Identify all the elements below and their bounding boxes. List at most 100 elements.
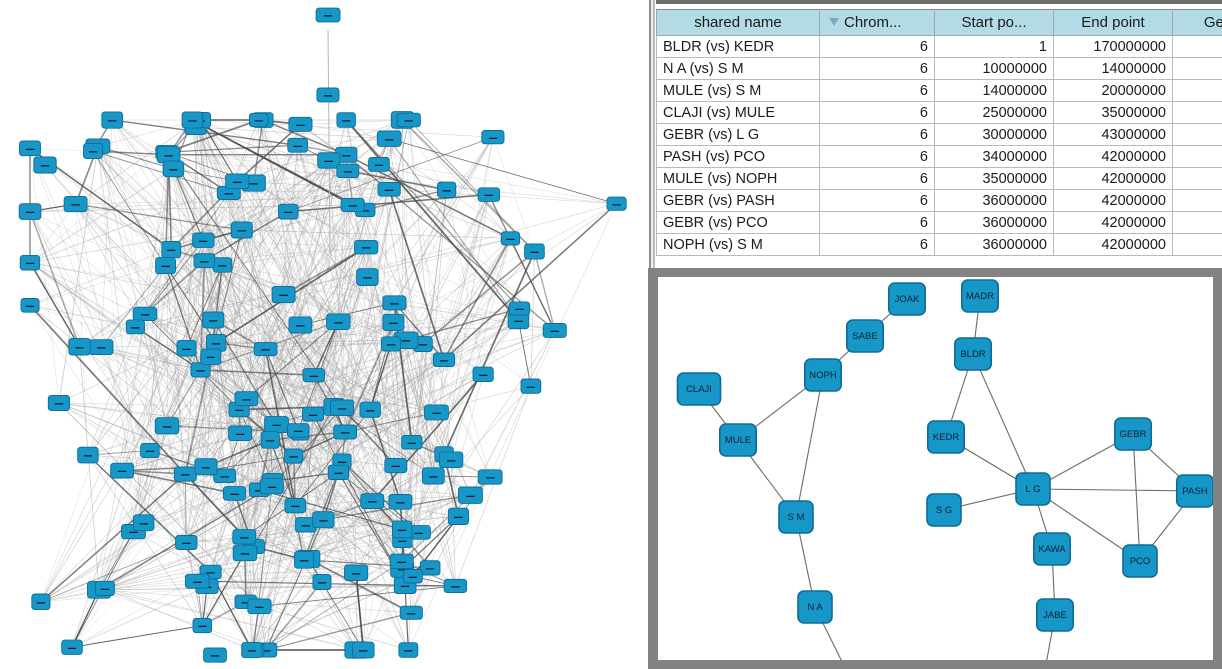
main-network-node[interactable] [398,642,419,658]
node-shape[interactable] [797,590,833,624]
table-cell-chromosome[interactable]: 6 [819,167,935,190]
table-cell-shared_name[interactable]: NOPH (vs) S M [656,233,820,256]
main-network-node[interactable] [193,253,216,269]
node-shape[interactable] [960,279,999,313]
main-network-node[interactable] [287,137,308,153]
column-header-genetic[interactable]: Genetic... [1172,9,1222,36]
sub-network-node[interactable]: CLAJI [676,372,722,406]
sub-network-edge[interactable] [795,374,824,518]
main-network-node[interactable] [225,173,250,190]
main-network-node[interactable] [381,336,402,352]
table-row[interactable]: MULE (vs) NOPH6350000004200000010.5 [656,167,1222,190]
main-network-node[interactable] [253,342,278,357]
main-network-node[interactable] [132,514,155,532]
table-row[interactable]: N A (vs) S M610000000140000006.6 [656,57,1222,80]
main-network-node[interactable] [336,112,356,128]
main-network-node[interactable] [376,130,402,147]
column-header-chromosome[interactable]: Chrom... [819,9,935,36]
main-network-node[interactable] [382,295,407,311]
main-network-node[interactable] [18,203,42,220]
main-network-node[interactable] [101,111,124,129]
sub-network-node[interactable]: GEBR [1113,417,1152,451]
table-cell-shared_name[interactable]: CLAJI (vs) MULE [656,101,820,124]
table-body[interactable]: BLDR (vs) KEDR61170000000192.0N A (vs) S… [656,35,1222,256]
main-network-node[interactable] [94,580,115,596]
main-network-node[interactable] [68,337,91,356]
table-cell-shared_name[interactable]: MULE (vs) NOPH [656,167,820,190]
table-cell-end_point[interactable]: 42000000 [1053,145,1173,168]
main-network-node[interactable] [20,298,40,313]
table-row[interactable]: GEBR (vs) PCO636000000420000008.4 [656,211,1222,234]
table-cell-chromosome[interactable]: 6 [819,211,935,234]
node-shape[interactable] [1015,472,1051,506]
table-cell-start_point[interactable]: 14000000 [934,79,1054,102]
sub-network-node[interactable]: KAWA [1032,532,1071,566]
table-cell-genetic[interactable]: 16.9 [1172,123,1222,146]
table-cell-chromosome[interactable]: 6 [819,123,935,146]
node-shape[interactable] [1035,598,1074,632]
main-network-node[interactable] [360,493,385,509]
main-network-node[interactable] [317,152,341,169]
table-cell-end_point[interactable]: 170000000 [1053,35,1173,58]
main-network-node[interactable] [192,618,213,634]
node-shape[interactable] [1176,474,1213,508]
main-network-node[interactable] [61,639,83,655]
sub-network-node[interactable]: SABE [846,319,885,353]
main-network-node[interactable] [248,112,269,128]
table-cell-chromosome[interactable]: 6 [819,145,935,168]
main-network-node[interactable] [399,605,423,620]
node-shape[interactable] [778,500,814,534]
node-shape[interactable] [1113,417,1152,451]
main-network-node[interactable] [384,458,408,474]
table-cell-start_point[interactable]: 25000000 [934,101,1054,124]
table-cell-end_point[interactable]: 35000000 [1053,101,1173,124]
main-network-node[interactable] [477,187,501,202]
main-network-node[interactable] [333,424,358,440]
main-network-node[interactable] [326,313,351,331]
main-network-node[interactable] [457,486,483,504]
main-network-node[interactable] [19,140,41,157]
table-cell-start_point[interactable]: 35000000 [934,167,1054,190]
main-network-node[interactable] [110,462,134,479]
main-network-node[interactable] [203,647,227,663]
main-network-node[interactable] [181,111,204,129]
main-network-node[interactable] [247,598,272,615]
main-network-node[interactable] [302,368,325,383]
main-network-node[interactable] [125,319,145,335]
table-cell-shared_name[interactable]: MULE (vs) S M [656,79,820,102]
table-row[interactable]: NOPH (vs) S M636000000420000009.9 [656,233,1222,256]
column-header-start-point[interactable]: Start po... [934,9,1054,36]
main-network-node[interactable] [190,362,211,378]
main-network-node[interactable] [391,520,413,539]
table-cell-chromosome[interactable]: 6 [819,57,935,80]
main-network-node[interactable] [336,163,360,178]
main-network-node[interactable] [447,507,469,525]
sub-network-edge[interactable] [1132,433,1141,562]
main-network-node[interactable] [377,181,401,197]
main-network-node[interactable] [284,498,307,514]
table-cell-end_point[interactable]: 42000000 [1053,233,1173,256]
table-cell-start_point[interactable]: 36000000 [934,189,1054,212]
sub-network-node[interactable]: L G [1015,472,1051,506]
node-shape[interactable] [953,337,992,371]
table-cell-start_point[interactable]: 1 [934,35,1054,58]
table-cell-start_point[interactable]: 34000000 [934,145,1054,168]
main-network-node[interactable] [260,431,280,449]
sub-network-edge[interactable] [972,353,1034,490]
main-network-node[interactable] [83,142,103,160]
sub-network-node[interactable]: S M [778,500,814,534]
main-network-node[interactable] [31,593,51,611]
sub-network-node[interactable]: KEDR [926,420,965,454]
table-cell-genetic[interactable]: 6.6 [1172,57,1222,80]
main-network-node[interactable] [359,401,381,418]
main-network-node[interactable] [351,641,375,659]
table-row[interactable]: BLDR (vs) KEDR61170000000192.0 [656,35,1222,58]
sub-network-node[interactable]: PASH [1176,474,1213,508]
column-header-shared-name[interactable]: shared name [656,9,820,36]
main-network-node[interactable] [606,196,627,211]
main-network-node[interactable] [472,366,494,382]
main-network-node[interactable] [302,406,324,422]
main-network-node[interactable] [520,378,542,394]
